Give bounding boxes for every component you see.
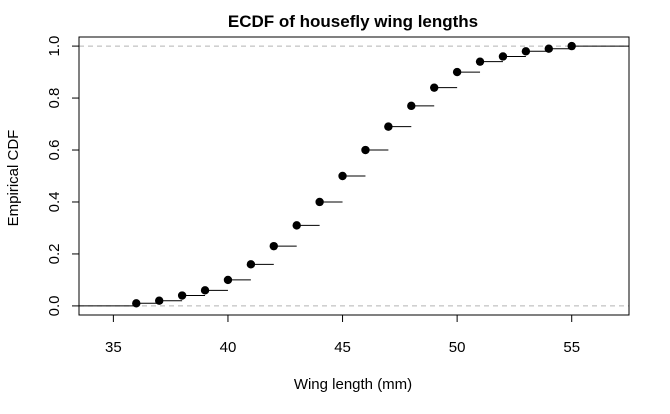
y-tick-label: 0.0 (46, 295, 63, 316)
y-tick-label: 0.8 (46, 88, 63, 109)
data-point (430, 83, 439, 92)
data-point (452, 67, 462, 77)
x-tick-label: 45 (334, 339, 351, 356)
data-point (521, 47, 531, 56)
data-point (361, 145, 370, 155)
x-tick-label: 40 (220, 339, 237, 356)
axes: 35 40 45 50 55 0.0 0.2 0.4 0.6 0.8 1.0 (46, 36, 580, 356)
data-point (338, 171, 347, 181)
data-point (223, 275, 233, 285)
data-point (567, 41, 576, 51)
data-point (155, 296, 164, 305)
data-point (177, 291, 187, 300)
x-tick-label: 50 (449, 339, 466, 356)
data-point (544, 44, 553, 53)
data-point (200, 286, 210, 295)
x-tick-label: 35 (105, 339, 122, 356)
data-point (498, 52, 508, 61)
data-point (475, 57, 485, 66)
data-point (246, 260, 256, 269)
y-tick-label: 0.6 (46, 140, 63, 161)
data-point (132, 299, 141, 308)
data-point (407, 101, 416, 111)
x-axis-label: Wing length (mm) (294, 376, 412, 393)
data-point (384, 122, 393, 131)
y-tick-label: 0.4 (46, 192, 63, 213)
x-tick-label: 55 (563, 339, 580, 356)
data-point (292, 221, 301, 230)
chart-title: ECDF of housefly wing lengths (228, 12, 478, 31)
data-point (269, 241, 278, 251)
data-point (315, 197, 324, 207)
y-axis-label: Empirical CDF (5, 130, 22, 227)
y-tick-label: 1.0 (46, 36, 63, 57)
y-tick-label: 0.2 (46, 244, 63, 265)
plot-area (79, 41, 629, 308)
